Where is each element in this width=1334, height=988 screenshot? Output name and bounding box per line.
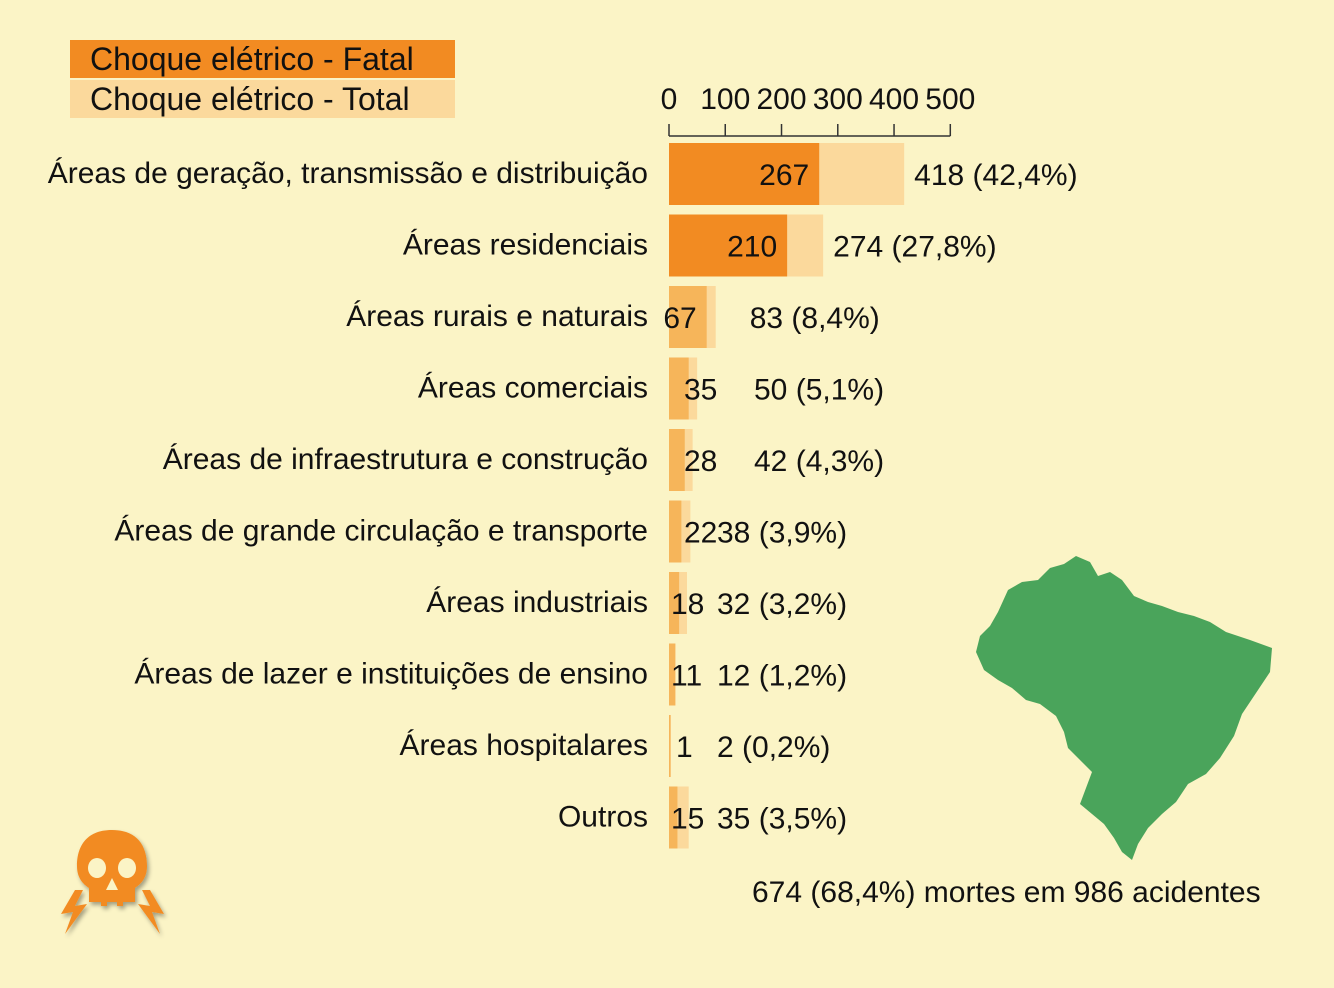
fatal-value-label: 210 — [727, 231, 777, 264]
category-label: Áreas de geração, transmissão e distribu… — [48, 157, 648, 190]
total-value-label: 38 (3,9%) — [717, 517, 847, 550]
bar-fatal — [669, 786, 678, 849]
fatal-value-label: 67 — [663, 302, 696, 335]
bar-fatal — [669, 643, 676, 706]
category-label: Áreas hospitalares — [400, 729, 648, 762]
total-value-label: 274 (27,8%) — [833, 231, 996, 264]
category-label: Áreas de infraestrutura e construção — [163, 443, 648, 476]
total-value-label: 50 (5,1%) — [754, 374, 884, 407]
total-value-label: 35 (3,5%) — [717, 803, 847, 836]
fatal-value-label: 1 — [676, 731, 693, 764]
x-axis-tick-label: 400 — [869, 83, 919, 116]
total-value-label: 32 (3,2%) — [717, 588, 847, 621]
skull-lightning-icon — [61, 830, 164, 934]
fatal-value-label: 22 — [684, 517, 717, 550]
total-value-label: 42 (4,3%) — [754, 445, 884, 478]
legend-item-total: Choque elétrico - Total — [70, 80, 455, 118]
category-label: Áreas residenciais — [403, 229, 648, 262]
footer-note: 674 (68,4%) mortes em 986 acidentes — [752, 876, 1261, 909]
bar-fatal — [669, 429, 685, 491]
fatal-value-label: 15 — [671, 803, 704, 836]
category-label: Áreas rurais e naturais — [346, 300, 648, 333]
x-axis-tick-label: 300 — [813, 83, 863, 116]
bar-fatal — [669, 572, 680, 634]
brazil-map-icon — [976, 556, 1272, 860]
category-label: Áreas comerciais — [418, 372, 648, 405]
x-axis-tick-label: 100 — [700, 83, 750, 116]
category-label: Áreas de lazer e instituições de ensino — [134, 658, 648, 691]
total-value-label: 418 (42,4%) — [914, 159, 1077, 192]
fatal-value-label: 11 — [671, 660, 702, 693]
fatal-value-label: 18 — [671, 588, 704, 621]
bar-fatal — [669, 357, 689, 420]
x-axis-tick-label: 0 — [661, 83, 678, 116]
bar-fatal — [669, 286, 707, 348]
bar-fatal — [669, 214, 788, 277]
category-label: Áreas de grande circulação e transporte — [114, 515, 648, 548]
x-axis-tick-label: 500 — [925, 83, 975, 116]
bar-fatal — [669, 715, 671, 777]
bar-fatal — [669, 143, 820, 205]
bar-fatal — [669, 500, 682, 563]
category-label: Áreas industriais — [426, 586, 648, 619]
total-value-label: 2 (0,2%) — [717, 731, 830, 764]
x-axis-tick-label: 200 — [756, 83, 806, 116]
total-value-label: 12 (1,2%) — [717, 660, 847, 693]
legend-item-fatal: Choque elétrico - Fatal — [70, 40, 455, 78]
fatal-value-label: 267 — [759, 159, 809, 192]
fatal-value-label: 35 — [684, 374, 717, 407]
fatal-value-label: 28 — [684, 445, 717, 478]
total-value-label: 83 (8,4%) — [750, 302, 880, 335]
legend: Choque elétrico - Fatal Choque elétrico … — [70, 40, 455, 118]
category-label: Outros — [558, 801, 648, 834]
